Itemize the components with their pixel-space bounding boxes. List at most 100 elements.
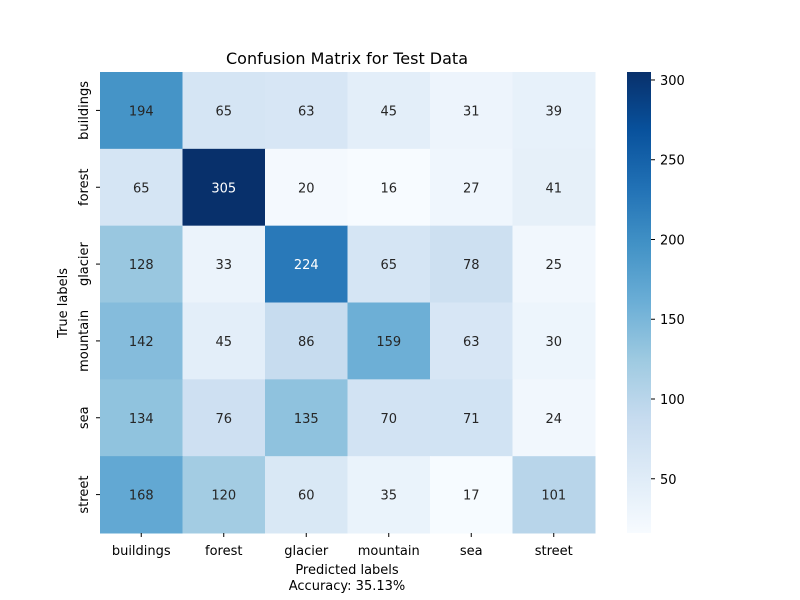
heatmap-cell-4-2 — [265, 379, 348, 457]
cell-value-0-1: 65 — [215, 104, 232, 119]
heatmap-cells — [100, 72, 596, 534]
cell-value-2-2: 224 — [294, 258, 319, 273]
x-axis-ticks: buildings forest glacier mountain sea street — [112, 533, 573, 559]
colorbar-tick-label-3: 200 — [660, 233, 685, 248]
heatmap-cell-5-5 — [512, 456, 596, 534]
heatmap-cell-0-1 — [182, 72, 266, 150]
y-axis-ticks: buildings forest glacier mountain sea street — [77, 81, 100, 514]
cell-value-3-1: 45 — [215, 335, 232, 350]
heatmap-cell-2-5 — [512, 225, 596, 303]
cell-value-2-3: 65 — [380, 258, 397, 273]
x-axis-label: Predicted labels — [295, 563, 399, 578]
cell-value-1-4: 27 — [463, 181, 480, 196]
cell-value-5-4: 17 — [463, 489, 480, 504]
colorbar-tick-label-2: 150 — [660, 313, 685, 328]
heatmap-cell-0-2 — [265, 72, 348, 150]
heatmap-cell-4-3 — [347, 379, 431, 457]
cell-value-0-5: 39 — [545, 104, 562, 119]
y-tick-label-1: forest — [77, 169, 92, 206]
heatmap-cell-1-3 — [347, 148, 431, 227]
heatmap-cell-1-5 — [512, 148, 596, 227]
y-tick-label-2: glacier — [77, 241, 92, 286]
cell-value-0-2: 63 — [298, 104, 315, 119]
colorbar — [627, 72, 651, 533]
heatmap-cell-2-4 — [430, 225, 513, 303]
accuracy-caption: Accuracy: 35.13% — [289, 579, 406, 594]
colorbar-ticks: 50 100 150 200 250 300 — [651, 74, 685, 488]
cell-value-2-1: 33 — [215, 258, 232, 273]
x-tick-label-5: street — [535, 544, 573, 559]
y-tick-label-0: buildings — [77, 81, 92, 140]
heatmap-cell-3-2 — [265, 302, 348, 380]
cell-value-2-4: 78 — [463, 258, 480, 273]
cell-value-0-4: 31 — [463, 104, 480, 119]
cell-value-3-5: 30 — [545, 335, 562, 350]
cell-value-1-2: 20 — [298, 181, 315, 196]
x-tick-label-2: glacier — [284, 544, 329, 559]
cell-value-5-1: 120 — [211, 489, 236, 504]
heatmap-cell-5-1 — [182, 456, 266, 534]
x-tick-label-1: forest — [205, 544, 242, 559]
cell-value-4-0: 134 — [129, 412, 154, 427]
cell-value-2-5: 25 — [545, 258, 562, 273]
heatmap-cell-4-0 — [100, 379, 183, 457]
heatmap-cell-1-2 — [265, 148, 348, 227]
cell-value-3-2: 86 — [298, 335, 315, 350]
colorbar-tick-label-0: 50 — [660, 473, 677, 488]
x-tick-label-4: sea — [460, 544, 483, 559]
cell-value-5-2: 60 — [298, 489, 315, 504]
cell-value-4-3: 70 — [380, 412, 397, 427]
heatmap-cell-2-1 — [182, 225, 266, 303]
heatmap-cell-2-3 — [347, 225, 431, 303]
heatmap-cell-0-5 — [512, 72, 596, 150]
heatmap-cell-5-4 — [430, 456, 513, 534]
heatmap-cell-3-5 — [512, 302, 596, 380]
heatmap-cell-labels: 194 65 63 45 31 39 65 305 20 16 27 41 128 33 224 65 78 25… — [129, 104, 566, 503]
heatmap-cell-4-1 — [182, 379, 266, 457]
chart-title: Confusion Matrix for Test Data — [226, 49, 468, 68]
x-tick-label-3: mountain — [358, 544, 420, 559]
heatmap-cell-3-1 — [182, 302, 266, 380]
y-axis-label: True labels — [56, 268, 71, 339]
colorbar-tick-label-4: 250 — [660, 154, 685, 169]
heatmap-cell-5-0 — [100, 456, 183, 534]
heatmap-cell-1-1 — [182, 148, 266, 227]
cell-value-1-3: 16 — [380, 181, 397, 196]
x-tick-label-0: buildings — [112, 544, 171, 559]
heatmap-cell-4-4 — [430, 379, 513, 457]
cell-value-1-1: 305 — [211, 181, 236, 196]
cell-value-4-5: 24 — [545, 412, 562, 427]
cell-value-5-3: 35 — [380, 489, 397, 504]
heatmap-cell-0-3 — [347, 72, 431, 150]
y-tick-label-3: mountain — [77, 310, 92, 372]
heatmap-cell-3-3 — [347, 302, 431, 380]
y-tick-label-4: sea — [77, 406, 92, 429]
heatmap-cell-2-0 — [100, 225, 183, 303]
heatmap-cell-2-2 — [265, 225, 348, 303]
cell-value-4-2: 135 — [294, 412, 319, 427]
heatmap-cell-3-4 — [430, 302, 513, 380]
cell-value-0-3: 45 — [380, 104, 397, 119]
heatmap-cell-5-2 — [265, 456, 348, 534]
y-tick-label-5: street — [77, 476, 92, 514]
cell-value-3-0: 142 — [129, 335, 154, 350]
cell-value-1-0: 65 — [133, 181, 150, 196]
cell-value-5-5: 101 — [541, 489, 566, 504]
heatmap-cell-0-0 — [100, 72, 183, 150]
cell-value-3-4: 63 — [463, 335, 480, 350]
heatmap-cell-0-4 — [430, 72, 513, 150]
cell-value-2-0: 128 — [129, 258, 154, 273]
cell-value-5-0: 168 — [129, 489, 154, 504]
colorbar-tick-label-5: 300 — [660, 74, 685, 89]
cell-value-0-0: 194 — [129, 104, 154, 119]
heatmap-cell-1-4 — [430, 148, 513, 227]
colorbar-tick-label-1: 100 — [660, 393, 685, 408]
cell-value-3-3: 159 — [376, 335, 401, 350]
heatmap-cell-3-0 — [100, 302, 183, 380]
cell-value-1-5: 41 — [545, 181, 562, 196]
heatmap-cell-4-5 — [512, 379, 596, 457]
heatmap-cell-5-3 — [347, 456, 431, 534]
heatmap-cell-1-0 — [100, 148, 183, 227]
cell-value-4-1: 76 — [215, 412, 232, 427]
